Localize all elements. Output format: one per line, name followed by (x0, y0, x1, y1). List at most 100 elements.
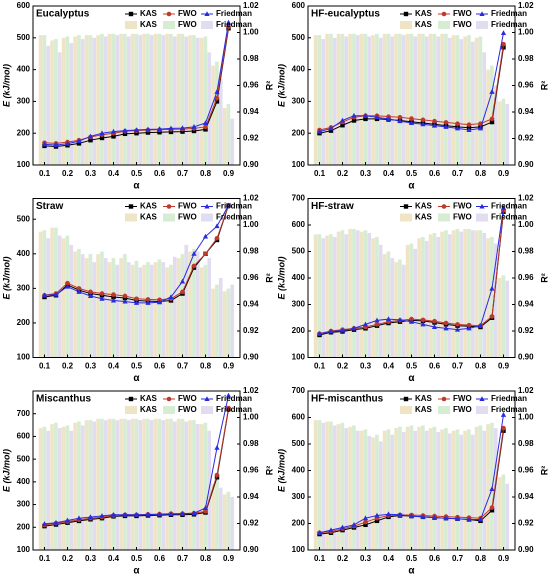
point (316, 128, 323, 134)
bar (428, 234, 433, 358)
bar (134, 33, 139, 166)
bar (459, 231, 464, 358)
point (489, 508, 495, 513)
x-tick-label: 0.9 (498, 554, 510, 563)
bar (226, 104, 231, 165)
bar (142, 264, 146, 358)
point (351, 112, 357, 118)
y2-tick-label: 0.96 (518, 81, 534, 90)
point (316, 330, 323, 336)
y-tick-label: 600 (17, 432, 31, 441)
point (203, 509, 208, 514)
legend-label: KAS (140, 405, 158, 414)
bar (313, 234, 318, 358)
point (489, 505, 495, 510)
point (374, 322, 380, 327)
y-tick-label: 300 (292, 492, 306, 501)
bar (195, 251, 200, 358)
legend-marker (128, 396, 134, 402)
bar (417, 33, 421, 166)
bar (444, 428, 448, 550)
bar (329, 421, 333, 550)
bar (493, 85, 498, 165)
x-tick-label: 0.5 (406, 362, 418, 371)
bar (77, 248, 81, 358)
y-tick-label: 300 (17, 97, 31, 106)
bar (111, 33, 116, 166)
legend-label: Friedman (216, 405, 252, 414)
legend-marker (441, 11, 447, 17)
bar (176, 418, 181, 550)
bar (329, 234, 333, 358)
point (122, 298, 128, 304)
y-tick-label: 500 (292, 247, 306, 256)
bar (432, 232, 437, 358)
y-tick-label: 600 (292, 1, 306, 10)
x-axis-label: α (133, 373, 140, 384)
bar (451, 430, 456, 550)
bar (359, 33, 364, 166)
y-tick-label: 100 (17, 160, 31, 169)
bar (463, 228, 467, 358)
legend-swatch (476, 406, 488, 414)
bar (317, 420, 322, 550)
y-tick-label: 400 (292, 65, 306, 74)
y2-tick-label: 0.90 (243, 545, 259, 554)
bar (321, 238, 326, 358)
x-tick-label: 0.2 (62, 554, 74, 563)
bar (336, 424, 341, 550)
bar (130, 264, 135, 358)
bar (61, 238, 66, 358)
bar (100, 251, 104, 358)
bar (65, 425, 70, 550)
bar (447, 234, 452, 358)
point (351, 118, 357, 123)
bar (355, 430, 360, 550)
x-tick-label: 0.5 (131, 169, 143, 178)
bar (169, 264, 173, 358)
bar (490, 65, 494, 165)
y-tick-label: 100 (17, 353, 31, 362)
bar (103, 258, 108, 358)
bar (46, 238, 51, 358)
panel-title: Straw (36, 201, 63, 212)
bar (111, 418, 116, 550)
bar (169, 418, 173, 550)
point (431, 324, 438, 330)
point (363, 522, 368, 528)
y-tick-label: 200 (292, 128, 306, 137)
point (76, 138, 82, 144)
bar (344, 36, 349, 165)
point (420, 321, 426, 327)
legend-swatch (438, 213, 450, 222)
x-tick-label: 0.8 (200, 362, 212, 371)
point (420, 514, 426, 519)
x-tick-label: 0.2 (337, 554, 349, 563)
bar (440, 231, 444, 358)
bar (199, 424, 204, 550)
bar (80, 254, 85, 358)
bar (447, 433, 452, 550)
legend-label: Friedman (491, 213, 527, 222)
bar (348, 33, 352, 166)
x-tick-label: 0.8 (475, 169, 487, 178)
y2-tick-label: 0.98 (518, 247, 534, 256)
bar (149, 35, 154, 166)
legend-label: FWO (453, 405, 472, 414)
legend-label: FWO (453, 394, 472, 403)
y-tick-label: 400 (17, 249, 31, 258)
bar (123, 418, 127, 550)
legend-label: KAS (140, 9, 158, 18)
bar (138, 267, 143, 358)
bar (432, 33, 437, 166)
point (328, 128, 334, 133)
y-tick-label: 300 (292, 97, 306, 106)
y2-tick-label: 1.00 (518, 220, 534, 229)
point (316, 529, 323, 535)
x-tick-label: 0.1 (39, 169, 51, 178)
bar (84, 420, 89, 550)
bar (378, 244, 383, 358)
point (489, 116, 495, 122)
y2-tick-label: 0.94 (243, 300, 259, 309)
legend-label: Friedman (216, 394, 252, 403)
